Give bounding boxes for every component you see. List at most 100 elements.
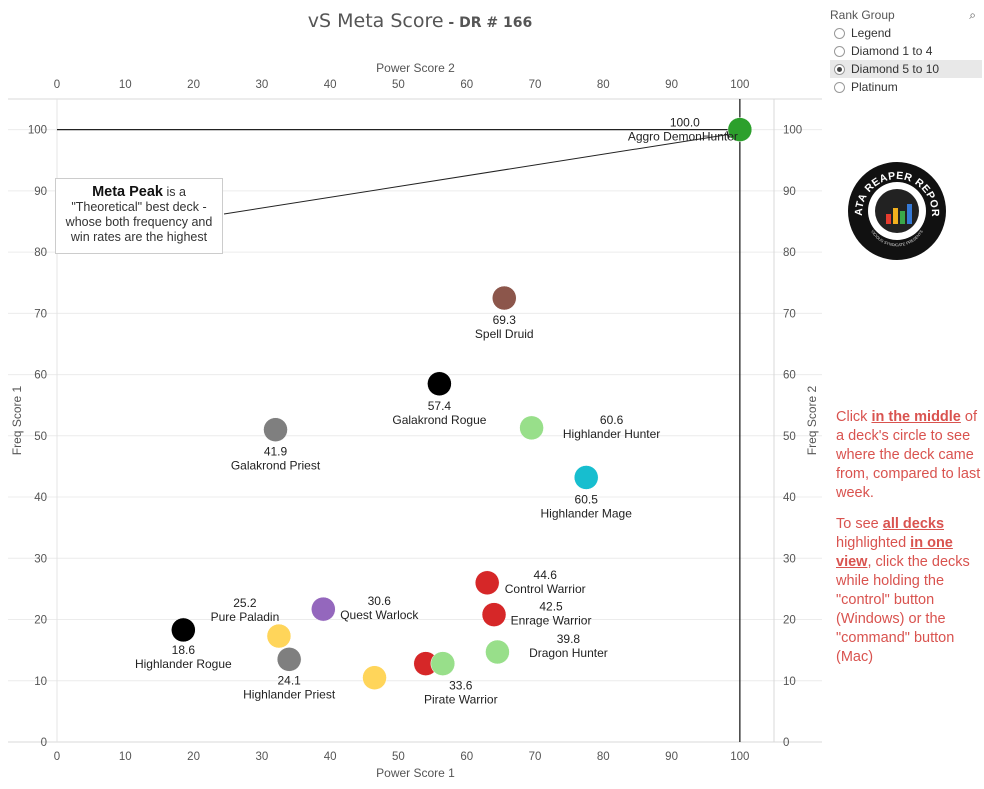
y-tick-label: 40 — [34, 492, 47, 504]
logo-emblem — [868, 182, 926, 240]
x2-axis-title: Power Score 2 — [376, 61, 455, 75]
deck-name-label: Highlander Rogue — [135, 657, 232, 671]
deck-point[interactable] — [492, 285, 517, 311]
bar-chart-icon — [875, 189, 919, 233]
meta-peak-arrow — [223, 130, 735, 215]
deck-name-label: Highlander Mage — [541, 506, 633, 520]
deck-point[interactable] — [362, 665, 387, 690]
deck-point[interactable] — [485, 639, 510, 665]
deck-name-label: Aggro DemonHunter — [628, 130, 738, 144]
chart-title: vS Meta Score - DR # 166 — [300, 10, 540, 32]
deck-name-label: Galakrond Rogue — [392, 413, 486, 427]
y2-tick-label: 40 — [783, 492, 796, 504]
svg-text:DATA REAPER REPORT: DATA REAPER REPORT — [848, 162, 941, 217]
x-tick-label: 0 — [54, 751, 60, 763]
deck-score-label: 41.9 — [264, 445, 288, 459]
x-tick-label: 100 — [730, 751, 749, 763]
deck-point[interactable] — [474, 570, 500, 596]
deck-score-label: 25.2 — [233, 596, 257, 610]
x-tick-label: 90 — [665, 751, 678, 763]
deck-name-label: Control Warrior — [505, 582, 586, 596]
x-tick-label: 80 — [597, 751, 610, 763]
y2-tick-label: 100 — [783, 125, 802, 137]
meta-peak-heading: Meta Peak — [92, 184, 163, 200]
rank-option-platinum[interactable]: Platinum — [830, 78, 982, 96]
deck-name-label: Spell Druid — [475, 327, 534, 341]
deck-point[interactable] — [311, 596, 336, 622]
deck-point[interactable] — [573, 465, 599, 490]
y-tick-label: 60 — [34, 370, 47, 382]
y2-tick-label: 80 — [783, 247, 796, 259]
x2-tick-label: 40 — [324, 79, 337, 91]
rank-option-diamond-5-10[interactable]: Diamond 5 to 10 — [830, 60, 982, 78]
deck-score-label: 100.0 — [670, 116, 700, 130]
x2-tick-label: 50 — [392, 79, 405, 91]
deck-point[interactable] — [427, 371, 452, 397]
meta-peak-line3: whose both frequency and — [65, 215, 213, 229]
x2-tick-label: 20 — [187, 79, 200, 91]
deck-score-label: 57.4 — [428, 399, 452, 413]
chart-title-sub: - DR # 166 — [443, 15, 533, 31]
y2-tick-label: 20 — [783, 615, 796, 627]
x2-tick-label: 90 — [665, 79, 678, 91]
deck-score-label: 18.6 — [172, 643, 196, 657]
y2-tick-label: 60 — [783, 370, 796, 382]
y-tick-label: 80 — [34, 247, 47, 259]
deck-name-label: Highlander Hunter — [563, 427, 660, 441]
x2-tick-label: 80 — [597, 79, 610, 91]
y-tick-label: 70 — [34, 308, 47, 320]
x-tick-label: 40 — [324, 751, 337, 763]
meta-peak-callout: Meta Peak is a "Theoretical" best deck -… — [55, 178, 223, 254]
y2-tick-label: 30 — [783, 553, 796, 565]
rank-option-label: Diamond 5 to 10 — [851, 62, 940, 76]
search-icon[interactable]: ⌕ — [969, 7, 976, 22]
deck-point[interactable] — [430, 651, 456, 676]
y2-tick-label: 50 — [783, 431, 796, 443]
deck-score-label: 69.3 — [493, 313, 517, 327]
deck-score-label: 33.6 — [449, 679, 473, 693]
y2-tick-label: 70 — [783, 308, 796, 320]
x2-tick-label: 100 — [730, 79, 749, 91]
y-tick-label: 10 — [34, 676, 47, 688]
y-tick-label: 50 — [34, 431, 47, 443]
deck-name-label: Quest Warlock — [340, 608, 419, 622]
radio-icon — [834, 45, 845, 57]
deck-name-label: Dragon Hunter — [529, 646, 608, 660]
y-tick-label: 30 — [34, 553, 47, 565]
x-tick-label: 20 — [187, 751, 200, 763]
deck-point[interactable] — [519, 415, 544, 441]
y2-tick-label: 90 — [783, 186, 796, 198]
svg-text:VICIOUS SYNDICATE PRESENTS: VICIOUS SYNDICATE PRESENTS — [870, 229, 924, 248]
deck-point[interactable] — [276, 647, 302, 672]
deck-score-label: 30.6 — [368, 594, 392, 608]
x2-tick-label: 70 — [529, 79, 542, 91]
x-tick-label: 30 — [255, 751, 268, 763]
rank-option-legend[interactable]: Legend — [830, 24, 982, 42]
rank-group-filter: Rank Group ⌕ Legend Diamond 1 to 4 Diamo… — [830, 6, 982, 96]
logo-text: DATA REAPER REPORT VICIOUS SYNDICATE PRE… — [848, 162, 941, 248]
x-tick-label: 50 — [392, 751, 405, 763]
rank-option-label: Diamond 1 to 4 — [851, 44, 933, 58]
radio-icon — [834, 81, 845, 93]
rank-option-label: Legend — [851, 26, 892, 40]
deck-point[interactable] — [171, 617, 196, 643]
y-tick-label: 20 — [34, 615, 47, 627]
y2-tick-label: 10 — [783, 676, 796, 688]
deck-point[interactable] — [727, 117, 753, 142]
x2-tick-label: 0 — [54, 79, 60, 91]
data-reaper-logo: DATA REAPER REPORT VICIOUS SYNDICATE PRE… — [848, 162, 946, 260]
rank-option-diamond-1-4[interactable]: Diamond 1 to 4 — [830, 42, 982, 60]
x2-tick-label: 30 — [255, 79, 268, 91]
deck-point[interactable] — [266, 623, 292, 649]
deck-name-label: Galakrond Priest — [231, 459, 321, 473]
x2-tick-label: 60 — [460, 79, 473, 91]
rank-option-label: Platinum — [851, 80, 898, 94]
deck-point[interactable] — [481, 602, 507, 627]
y-tick-label: 100 — [28, 125, 47, 137]
deck-score-label: 60.5 — [575, 492, 599, 506]
deck-point[interactable] — [263, 417, 288, 442]
instruction-multi-select: To see all decks highlighted in one view… — [836, 516, 970, 665]
deck-name-label: Enrage Warrior — [511, 614, 592, 628]
y2-axis-title: Freq Score 2 — [805, 385, 819, 455]
